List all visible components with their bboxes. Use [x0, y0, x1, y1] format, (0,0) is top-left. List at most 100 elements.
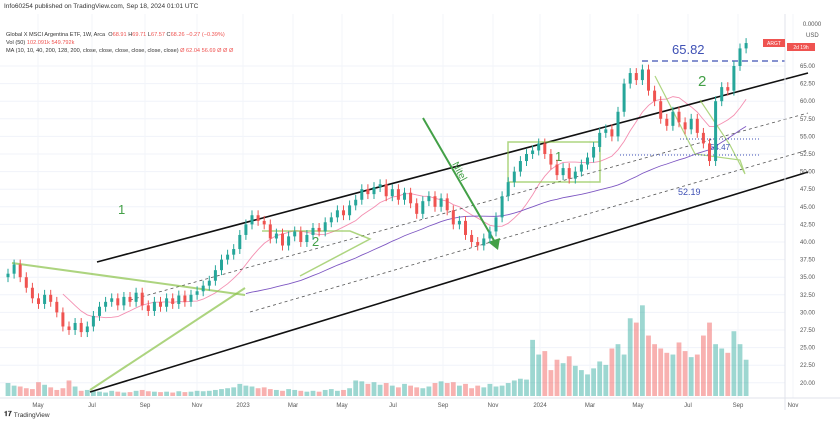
- candle-body[interactable]: [604, 129, 608, 133]
- candle-body[interactable]: [647, 69, 650, 91]
- candle-body[interactable]: [439, 198, 443, 207]
- candle-body[interactable]: [55, 301, 59, 313]
- candle-body[interactable]: [183, 295, 187, 302]
- candle-body[interactable]: [518, 161, 522, 172]
- candle-body[interactable]: [555, 164, 559, 176]
- candle-body[interactable]: [598, 132, 602, 147]
- candle-body[interactable]: [61, 312, 65, 327]
- candle-body[interactable]: [232, 249, 236, 255]
- candle-body[interactable]: [573, 171, 577, 179]
- channel-mid-dashed-line-2[interactable]: [249, 149, 809, 313]
- candle-body[interactable]: [85, 326, 89, 333]
- ma40-line[interactable]: [245, 125, 747, 294]
- candle-body[interactable]: [714, 101, 718, 162]
- candle-body[interactable]: [677, 111, 681, 123]
- candle-body[interactable]: [165, 298, 169, 307]
- candle-body[interactable]: [73, 322, 77, 330]
- candle-body[interactable]: [360, 189, 364, 200]
- candle-body[interactable]: [616, 111, 620, 137]
- candle-body[interactable]: [189, 294, 193, 302]
- candle-body[interactable]: [274, 233, 278, 239]
- candle-body[interactable]: [708, 143, 711, 162]
- candle-body[interactable]: [433, 196, 437, 207]
- candle-body[interactable]: [378, 184, 382, 188]
- candle-body[interactable]: [415, 203, 419, 214]
- candle-body[interactable]: [98, 306, 101, 316]
- candle-body[interactable]: [171, 298, 175, 304]
- wave1-rectangle[interactable]: [507, 141, 601, 183]
- wave-label-2-right[interactable]: 2: [698, 73, 706, 90]
- candle-body[interactable]: [549, 154, 553, 165]
- candle-body[interactable]: [427, 196, 431, 202]
- candle-body[interactable]: [372, 187, 376, 195]
- wave-label-1-left[interactable]: 1: [118, 202, 125, 217]
- candle-body[interactable]: [701, 132, 705, 144]
- candle-body[interactable]: [488, 231, 492, 239]
- candle-body[interactable]: [512, 171, 516, 183]
- candle-body[interactable]: [226, 254, 230, 260]
- candle-body[interactable]: [287, 236, 291, 246]
- candle-body[interactable]: [579, 164, 583, 172]
- candle-body[interactable]: [732, 66, 736, 91]
- candle-body[interactable]: [451, 210, 455, 225]
- candle-body[interactable]: [640, 69, 644, 81]
- candle-body[interactable]: [329, 217, 333, 223]
- candle-body[interactable]: [30, 287, 34, 299]
- candle-body[interactable]: [293, 231, 297, 237]
- candle-body[interactable]: [622, 83, 626, 112]
- candle-body[interactable]: [91, 315, 95, 327]
- candle-body[interactable]: [67, 326, 71, 330]
- candle-body[interactable]: [537, 143, 541, 151]
- candle-body[interactable]: [500, 196, 504, 218]
- candle-body[interactable]: [134, 292, 138, 302]
- candle-body[interactable]: [396, 189, 400, 200]
- candle-body[interactable]: [457, 220, 461, 225]
- candle-body[interactable]: [628, 73, 632, 84]
- candle-body[interactable]: [653, 90, 657, 102]
- candle-body[interactable]: [201, 285, 205, 292]
- candle-body[interactable]: [561, 168, 565, 176]
- price-axis[interactable]: 0.0000 USD ARGT 2d 19h 65.00 62.50 60.00 57…: [763, 14, 822, 410]
- candle-body[interactable]: [445, 198, 449, 211]
- candle-body[interactable]: [366, 189, 370, 195]
- candle-body[interactable]: [671, 111, 675, 126]
- candle-body[interactable]: [525, 154, 528, 162]
- candle-body[interactable]: [726, 87, 730, 91]
- candle-body[interactable]: [146, 305, 150, 311]
- candle-body[interactable]: [470, 234, 474, 242]
- candle-body[interactable]: [543, 143, 547, 154]
- candle-body[interactable]: [104, 301, 108, 307]
- price-chart[interactable]: 1 2 1 2 Nitel 65.82 54.47 52.19 0.0000 U…: [0, 14, 840, 410]
- candle-body[interactable]: [37, 298, 40, 304]
- candle-body[interactable]: [409, 192, 413, 204]
- candle-body[interactable]: [43, 294, 47, 304]
- candle-body[interactable]: [335, 210, 339, 218]
- candle-body[interactable]: [354, 199, 358, 206]
- candle-body[interactable]: [220, 259, 223, 271]
- candle-body[interactable]: [695, 118, 699, 133]
- candle-body[interactable]: [494, 217, 498, 232]
- candle-body[interactable]: [720, 87, 724, 102]
- candle-body[interactable]: [305, 234, 309, 242]
- level-label-65-82[interactable]: 65.82: [672, 42, 705, 57]
- candle-body[interactable]: [213, 270, 217, 281]
- candle-body[interactable]: [342, 210, 345, 216]
- candle-body[interactable]: [531, 150, 535, 154]
- channel-lower-line[interactable]: [89, 171, 809, 393]
- triangle-lower-line[interactable]: [89, 287, 246, 391]
- candle-body[interactable]: [122, 296, 126, 306]
- candle-body[interactable]: [49, 294, 53, 302]
- candle-body[interactable]: [348, 205, 352, 216]
- candle-body[interactable]: [586, 157, 589, 165]
- wave2-triangle[interactable]: [262, 230, 372, 277]
- time-axis[interactable]: May Jul Sep Nov 2023 Mar May Jul Sep Nov 2024 Mar Ma…: [0, 397, 840, 409]
- candle-body[interactable]: [110, 298, 114, 302]
- candle-body[interactable]: [262, 220, 266, 225]
- candle-body[interactable]: [238, 234, 242, 250]
- candle-body[interactable]: [299, 231, 303, 242]
- candle-body[interactable]: [195, 291, 199, 295]
- wave-label-2-mid[interactable]: 2: [312, 234, 319, 249]
- level-label-52-19[interactable]: 52.19: [678, 187, 701, 197]
- candle-body[interactable]: [159, 301, 162, 307]
- candle-body[interactable]: [610, 129, 614, 137]
